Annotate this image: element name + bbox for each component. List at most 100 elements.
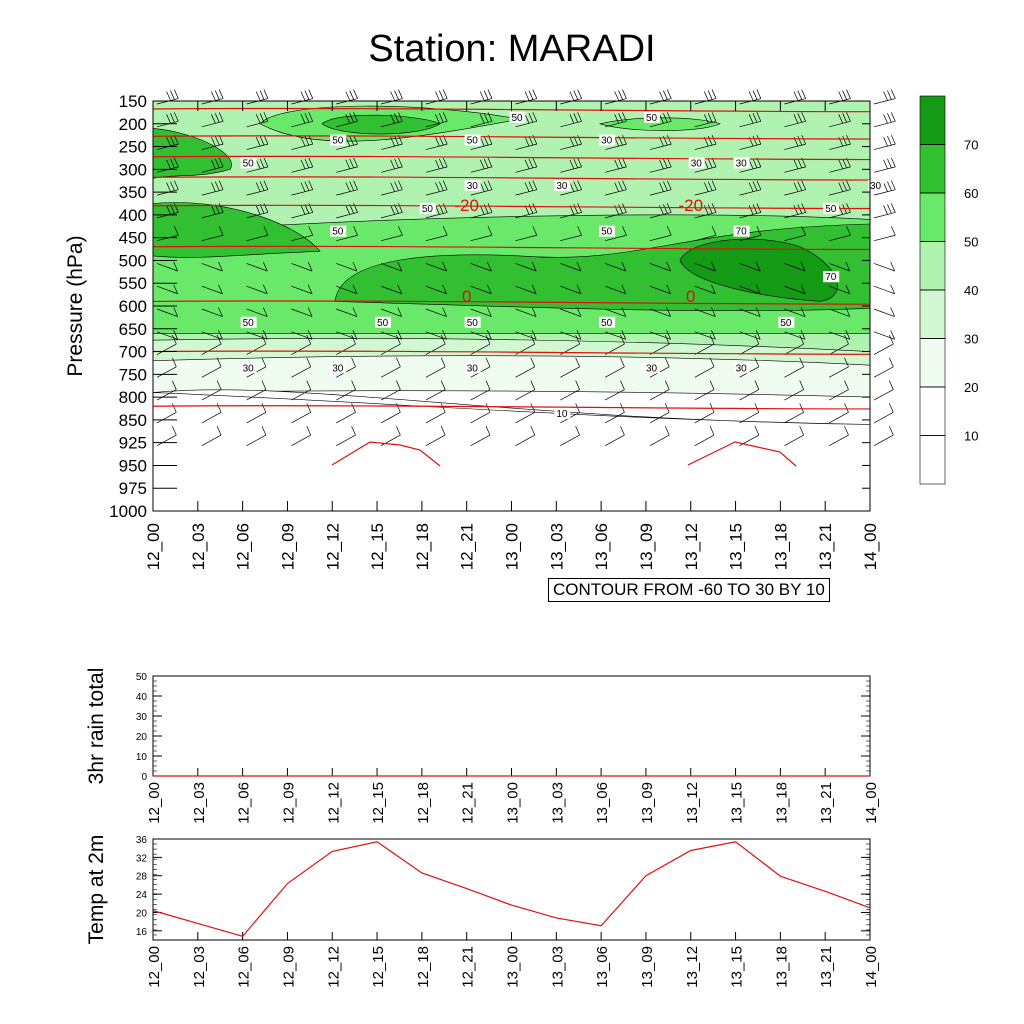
contour-label: 50 — [377, 318, 389, 329]
colorbar-segment — [919, 241, 946, 291]
x-tick-label: 12_06 — [236, 782, 253, 824]
y-tick-label: 850 — [119, 411, 147, 430]
x-tick-label: 12_09 — [278, 523, 297, 570]
temp-y-axis-label: Temp at 2m — [85, 835, 108, 945]
contour-label: 10 — [556, 409, 568, 420]
x-tick-label: 14_00 — [861, 523, 880, 570]
x-tick-label: 13_03 — [549, 782, 566, 824]
x-tick-label: 13_06 — [594, 782, 611, 824]
x-tick-label: 13_18 — [771, 523, 790, 570]
colorbar-segment — [919, 289, 946, 339]
x-tick-label: 12_09 — [280, 946, 297, 988]
colorbar-segment — [919, 435, 946, 485]
contour-label: 30 — [736, 158, 748, 169]
contour-label: 50 — [601, 227, 613, 238]
y-tick-label: 24 — [136, 890, 148, 901]
x-tick-label: 12_15 — [368, 523, 387, 570]
x-tick-label: 12_00 — [146, 946, 163, 988]
contour-label: 50 — [780, 318, 792, 329]
y-tick-label: 350 — [119, 183, 147, 202]
y-tick-label: 250 — [119, 138, 147, 157]
x-tick-label: 12_21 — [460, 782, 477, 824]
colorbar-segment — [919, 144, 946, 194]
x-tick-label: 13_12 — [682, 523, 701, 570]
x-tick-label: 13_15 — [727, 523, 746, 570]
x-tick-label: 12_18 — [415, 782, 432, 824]
colorbar-label: 30 — [964, 332, 978, 347]
x-tick-label: 13_00 — [505, 782, 522, 824]
colorbar-segment — [919, 95, 946, 145]
x-tick-label: 12_21 — [458, 523, 477, 570]
contour-label: 50 — [512, 113, 524, 124]
y-tick-label: 10 — [136, 752, 148, 763]
x-tick-label: 12_00 — [144, 523, 163, 570]
y-tick-label: 650 — [119, 320, 147, 339]
x-tick-label: 12_09 — [280, 782, 297, 824]
contour-label: 50 — [243, 158, 255, 169]
x-tick-label: 12_15 — [370, 946, 387, 988]
y-tick-label: 750 — [119, 365, 147, 384]
x-tick-label: 13_00 — [503, 523, 522, 570]
y-tick-label: 300 — [119, 160, 147, 179]
y-tick-label: 40 — [136, 692, 148, 703]
colorbar-label: 40 — [964, 283, 978, 298]
colorbar-label: 60 — [964, 186, 978, 201]
x-tick-label: 12_12 — [325, 946, 342, 988]
x-tick-label: 12_03 — [189, 523, 208, 570]
contour-label: 10 — [467, 0, 479, 3]
x-tick-label: 13_06 — [594, 946, 611, 988]
y-tick-label: 0 — [141, 772, 147, 783]
x-tick-label: 12_00 — [146, 782, 163, 824]
band-60-left — [152, 202, 321, 258]
x-tick-label: 12_12 — [325, 782, 342, 824]
contour-label: 50 — [243, 318, 255, 329]
contour-label: 30 — [332, 363, 344, 374]
y-tick-label: 20 — [136, 908, 148, 919]
isotherms — [152, 107, 871, 467]
colorbar-label: 10 — [964, 429, 978, 444]
x-tick-label: 13_21 — [818, 782, 835, 824]
x-tick-label: 13_12 — [684, 782, 701, 824]
rain-plot: 0 10 20 30 40 50 12_00 12_03 12_06 12_09 12_12 12_1… — [85, 668, 880, 824]
contour-label: 50 — [825, 204, 837, 215]
y-tick-label: 700 — [119, 343, 147, 362]
x-tick-label: 13_06 — [592, 523, 611, 570]
isotherm-label: 0 — [686, 287, 695, 306]
y-tick-label: 450 — [119, 229, 147, 248]
contour-label: 30 — [467, 181, 479, 192]
x-tick-label: 12_03 — [191, 782, 208, 824]
isotherm-label: 0 — [462, 287, 471, 306]
contour-label: 30 — [736, 363, 748, 374]
y-tick-label: 150 — [119, 92, 147, 111]
x-tick-label: 14_00 — [863, 782, 880, 824]
contour-label: 30 — [556, 181, 568, 192]
x-tick-label: 13_03 — [547, 523, 566, 570]
contour-label: 50 — [601, 318, 613, 329]
contour-label: 70 — [736, 227, 748, 238]
isotherm-label: -20 — [454, 196, 479, 215]
x-tick-label: 12_06 — [234, 523, 253, 570]
x-tick-label: 12_06 — [236, 946, 253, 988]
y-tick-label: 30 — [136, 712, 148, 723]
y-tick-label: 950 — [119, 456, 147, 475]
colorbar-segment — [919, 192, 946, 242]
contour-label: 30 — [646, 363, 658, 374]
contour-info-label: CONTOUR FROM -60 TO 30 BY 10 — [548, 578, 830, 602]
contour-label: 50 — [646, 113, 658, 124]
contour-label: 30 — [691, 158, 703, 169]
y-tick-label: 400 — [119, 206, 147, 225]
contour-label: 10 — [377, 0, 389, 3]
x-tick-label: 13_21 — [816, 523, 835, 570]
band-60-top — [321, 114, 441, 135]
isotherm-label: 20 — [412, 0, 431, 4]
y-tick-label: 16 — [136, 927, 148, 938]
contour-label: 30 — [870, 181, 882, 192]
y-tick-label: 600 — [119, 297, 147, 316]
contour-label: 30 — [243, 363, 255, 374]
y-tick-label: 32 — [136, 853, 148, 864]
y-tick-label: 500 — [119, 251, 147, 270]
x-tick-label: 13_15 — [729, 782, 746, 824]
x-tick-label: 13_21 — [818, 946, 835, 988]
contour-label: 30 — [601, 136, 613, 147]
x-tick-label: 12_18 — [415, 946, 432, 988]
